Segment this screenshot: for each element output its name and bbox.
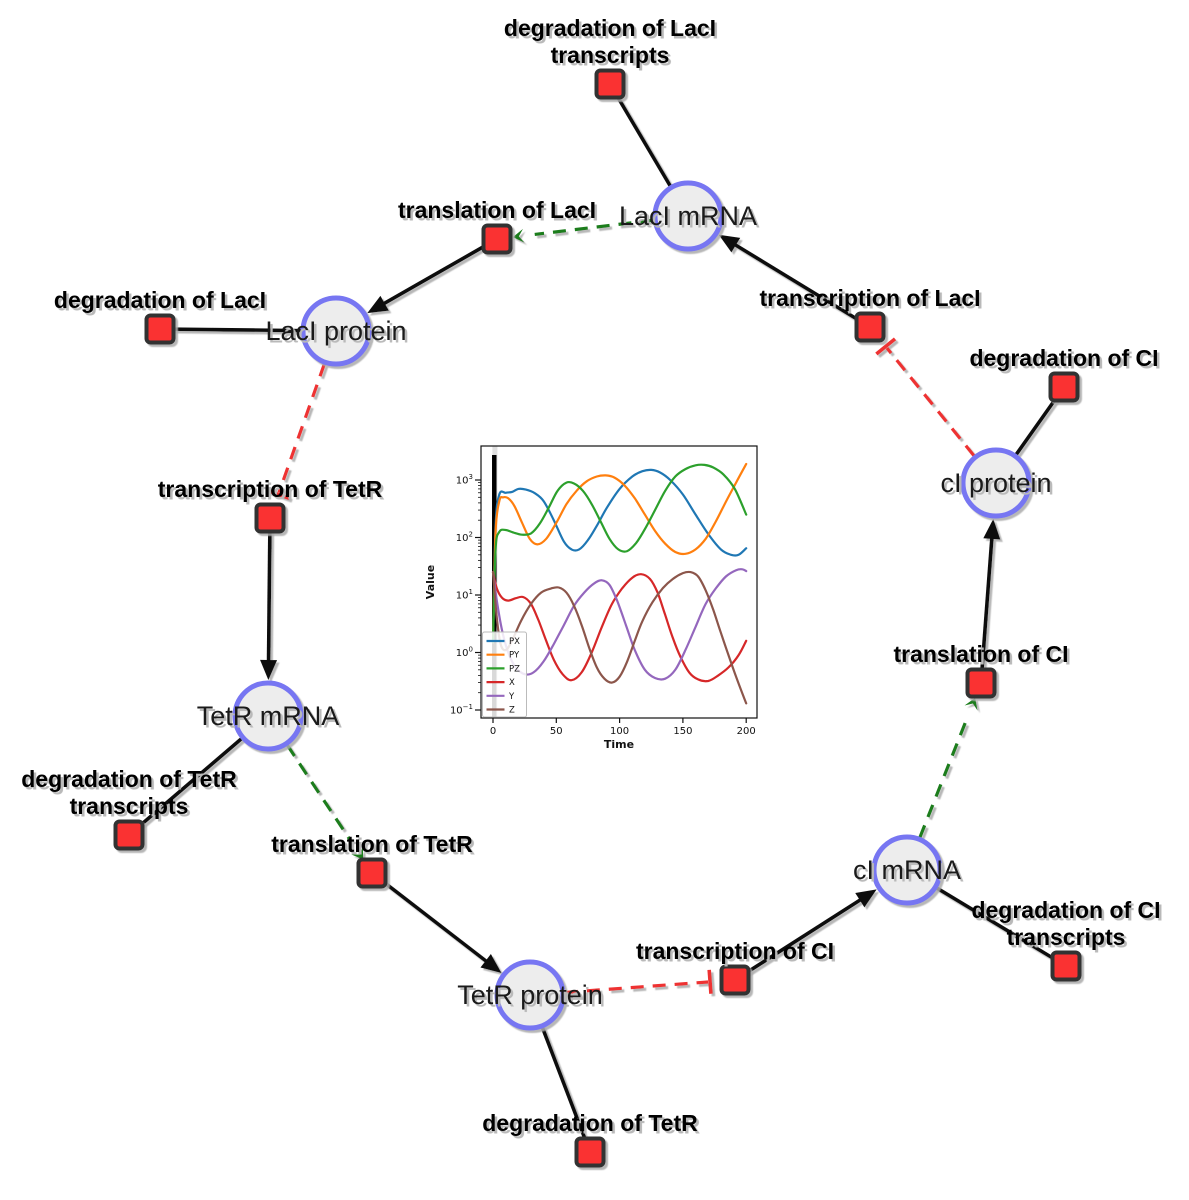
reaction-node-txn_laci[interactable] (854, 311, 886, 343)
edge-ci_mrna-transl_ci (918, 697, 978, 839)
reaction-node-transl_ci[interactable] (965, 667, 997, 699)
reaction-node-transl_tetr[interactable] (356, 857, 388, 889)
species-node-ci_mrna[interactable] (871, 834, 943, 906)
reaction-node-deg_laci_tx[interactable] (594, 68, 626, 100)
species-node-ci_protein[interactable] (960, 447, 1032, 519)
nodes-layer (113, 68, 1082, 1168)
reaction-label-deg_ci_tx: degradation of CI transcripts (971, 897, 1160, 950)
series-line-PX (491, 468, 748, 644)
species-label-laci_mrna: LacI mRNA (619, 201, 757, 231)
chart-xlabel: Time (604, 738, 634, 751)
series-line-PZ (491, 463, 748, 644)
reaction-node-deg_tetr[interactable] (574, 1136, 606, 1168)
legend-label-PX: PX (509, 637, 520, 647)
legend-label-Z: Z (509, 706, 515, 716)
reaction-node-txn_ci[interactable] (719, 964, 751, 996)
edge-tetr_protein-txn_ci (564, 969, 713, 995)
svg-text:150: 150 (673, 726, 692, 737)
reaction-node-deg_tetr_tx[interactable] (113, 819, 145, 851)
edge-laci_protein-txn_tetr (266, 363, 326, 501)
reaction-node-txn_tetr[interactable] (254, 502, 286, 534)
timeseries-inset-chart: 0 50 100 150 20010−1100101102103TimeValuePXP… (424, 434, 777, 758)
legend-label-PY: PY (509, 651, 520, 661)
species-label-tetr_mrna: TetR mRNA (197, 701, 340, 731)
species-label-tetr_protein: TetR protein (457, 980, 603, 1010)
reaction-node-deg_ci[interactable] (1048, 371, 1080, 403)
series-line-PY (491, 462, 748, 644)
reaction-label-deg_tetr: degradation of TetR (482, 1110, 698, 1136)
reaction-node-transl_laci[interactable] (481, 223, 513, 255)
reaction-label-transl_laci: translation of LacI (398, 197, 596, 223)
species-label-ci_protein: cI protein (940, 468, 1051, 498)
svg-text:50: 50 (550, 726, 563, 737)
svg-text:0: 0 (490, 726, 496, 737)
edge-txn_tetr-tetr_mrna (260, 517, 278, 681)
species-node-tetr_mrna[interactable] (232, 680, 304, 752)
series-line-Z (491, 570, 748, 705)
reaction-node-deg_laci[interactable] (144, 313, 176, 345)
edge-transl_laci-laci_protein (367, 237, 498, 314)
chart-x-axis: 0 50 100 150 200 (490, 718, 756, 737)
reaction-label-txn_laci: transcription of LacI (759, 285, 980, 311)
chart-legend: PX PY PZ XYZ (482, 631, 527, 718)
species-node-tetr_protein[interactable] (494, 959, 566, 1031)
edge-transl_ci-ci_protein (979, 518, 1001, 684)
labels-layer: degradation of LacI transcripts translatio… (21, 15, 1160, 1136)
legend-label-Y: Y (508, 692, 515, 702)
reaction-label-txn_ci: transcription of CI (636, 938, 834, 964)
reaction-node-deg_ci_tx[interactable] (1050, 950, 1082, 982)
series-line-X (491, 571, 748, 683)
legend-label-PZ: PZ (509, 664, 520, 674)
species-node-laci_protein[interactable] (300, 295, 372, 367)
edge-txn_laci-laci_mrna (718, 234, 871, 329)
edge-ci_protein-txn_laci (875, 337, 976, 457)
reaction-label-transl_tetr: translation of TetR (271, 831, 473, 857)
chart-ylabel: Value (424, 565, 437, 599)
reaction-label-deg_tetr_tx: degradation of TetR transcripts (21, 766, 237, 819)
legend-label-X: X (509, 678, 515, 688)
species-node-laci_mrna[interactable] (652, 180, 724, 252)
edge-laci_mrna-transl_laci (512, 218, 654, 243)
reaction-label-transl_ci: translation of CI (893, 641, 1068, 667)
species-label-laci_protein: LacI protein (265, 316, 406, 346)
edge-txn_ci-ci_mrna (734, 889, 877, 982)
reaction-label-deg_laci: degradation of LacI (54, 287, 266, 313)
reaction-label-deg_ci: degradation of CI (969, 345, 1158, 371)
edge-transl_tetr-tetr_protein (370, 871, 502, 973)
svg-text:100: 100 (610, 726, 629, 737)
species-label-ci_mrna: cI mRNA (853, 855, 961, 885)
reaction-label-txn_tetr: transcription of TetR (158, 476, 383, 502)
reaction-label-deg_laci_tx: degradation of LacI transcripts (504, 15, 716, 68)
edge-tetr_mrna-transl_tetr (285, 744, 364, 860)
svg-text:200: 200 (737, 726, 756, 737)
